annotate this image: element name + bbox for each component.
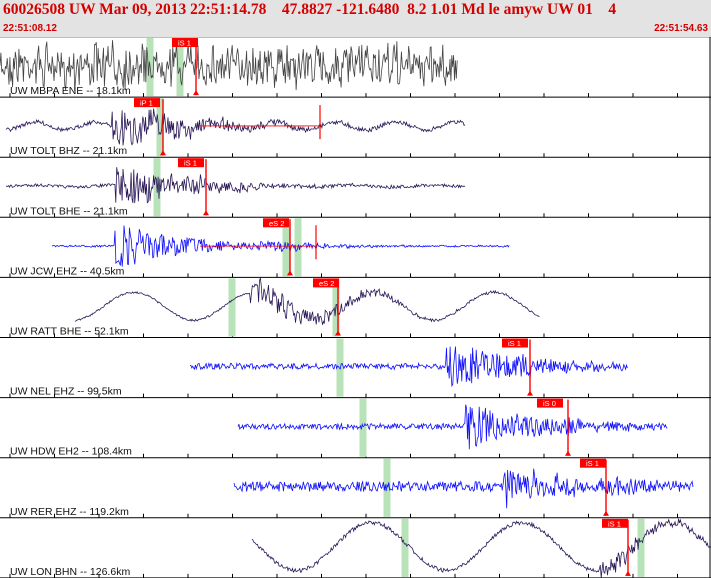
- waveform: [51, 225, 510, 267]
- pick-arrow-icon: [160, 150, 166, 156]
- waveform: [237, 404, 668, 450]
- predicted-arrival-band: [359, 398, 367, 457]
- trace-row[interactable]: iS 1 UW TOLT BHE -- 21.1km: [0, 158, 711, 218]
- pick-tag-label: iS 0: [543, 399, 556, 408]
- predicted-arrival-band: [401, 518, 409, 577]
- pick-arrow-icon: [193, 90, 199, 96]
- station-label: UW MBPA ENE -- 18.1km: [10, 85, 131, 97]
- event-header: 60026508 UW Mar 09, 2013 22:51:14.78 47.…: [0, 0, 711, 38]
- end-time: 22:51:54.63: [654, 23, 708, 34]
- station-label: UW JCW EHZ -- 40.5km: [10, 265, 125, 277]
- pick-arrow-icon: [625, 570, 631, 576]
- pick-arrow-icon: [565, 450, 571, 456]
- trace-row[interactable]: iS 1 UW MBPA ENE -- 18.1km: [0, 38, 711, 98]
- pick-tag[interactable]: [313, 278, 339, 288]
- pick-tag-label: iS 1: [608, 519, 621, 528]
- waveform: [6, 167, 466, 204]
- trace-row[interactable]: iP 1 UW TOLT BHZ -- 21.1km: [0, 98, 711, 158]
- predicted-arrival-band: [383, 458, 391, 517]
- station-label: UW LON BHN -- 126.6km: [10, 566, 130, 578]
- waveform: [233, 468, 694, 509]
- station-label: UW RER EHZ -- 119.2km: [10, 506, 129, 518]
- event-title: 60026508 UW Mar 09, 2013 22:51:14.78 47.…: [3, 1, 617, 18]
- station-label: UW TOLT BHZ -- 21.1km: [10, 145, 127, 157]
- trace-row[interactable]: iS 0 UW HDW EH2 -- 108.4km: [0, 398, 711, 459]
- start-time: 22:51:08.12: [3, 23, 57, 34]
- pick-tag[interactable]: [134, 98, 160, 108]
- waveform: [74, 277, 540, 325]
- predicted-arrival-band: [637, 518, 645, 577]
- predicted-arrival-band: [336, 338, 344, 397]
- pick-tag-label: iS 1: [178, 39, 191, 48]
- pick-tag-label: iS 1: [508, 339, 521, 348]
- waveform: [189, 346, 628, 388]
- station-label: UW NEL EHZ -- 99.5km: [10, 386, 122, 398]
- pick-arrow-icon: [287, 270, 293, 276]
- pick-tag[interactable]: [502, 338, 528, 348]
- waveform: [0, 40, 458, 92]
- pick-arrow-icon: [203, 210, 209, 216]
- trace-row[interactable]: iS 1 UW LON BHN -- 126.6km: [0, 518, 711, 578]
- pick-tag[interactable]: [580, 458, 606, 468]
- station-label: UW RATT BHE -- 52.1km: [10, 326, 129, 338]
- pick-tag[interactable]: [172, 38, 198, 47]
- pick-tag-label: eS 2: [269, 219, 284, 228]
- station-label: UW TOLT BHE -- 21.1km: [10, 205, 128, 217]
- predicted-arrival-band: [156, 98, 164, 157]
- station-label: UW HDW EH2 -- 108.4km: [10, 446, 132, 458]
- pick-arrow-icon: [527, 390, 533, 396]
- pick-tag-label: iS 1: [184, 159, 197, 168]
- pick-tag[interactable]: [263, 218, 289, 228]
- trace-row[interactable]: eS 2 UW JCW EHZ -- 40.5km: [0, 218, 711, 278]
- pick-arrow-icon: [335, 330, 341, 336]
- waveform: [251, 518, 711, 578]
- predicted-arrival-band: [228, 278, 236, 337]
- pick-tag[interactable]: [602, 518, 628, 528]
- predicted-arrival-band: [176, 38, 184, 97]
- pick-arrow-icon: [603, 510, 609, 516]
- pick-tag[interactable]: [178, 158, 204, 168]
- pick-tag-label: iP 1: [140, 99, 153, 108]
- pick-tag[interactable]: [537, 398, 563, 408]
- trace-row[interactable]: iS 1 UW NEL EHZ -- 99.5km: [0, 338, 711, 399]
- waveform: [5, 108, 466, 146]
- seismogram-panel[interactable]: iS 1 UW MBPA ENE -- 18.1km iP 1 UW TOLT BHZ…: [0, 37, 711, 578]
- trace-row[interactable]: iS 1 UW RER EHZ -- 119.2km: [0, 458, 711, 519]
- pick-tag-label: iS 1: [586, 459, 599, 468]
- pick-tag-label: eS 2: [319, 279, 334, 288]
- trace-row[interactable]: eS 2 UW RATT BHE -- 52.1km: [0, 277, 711, 338]
